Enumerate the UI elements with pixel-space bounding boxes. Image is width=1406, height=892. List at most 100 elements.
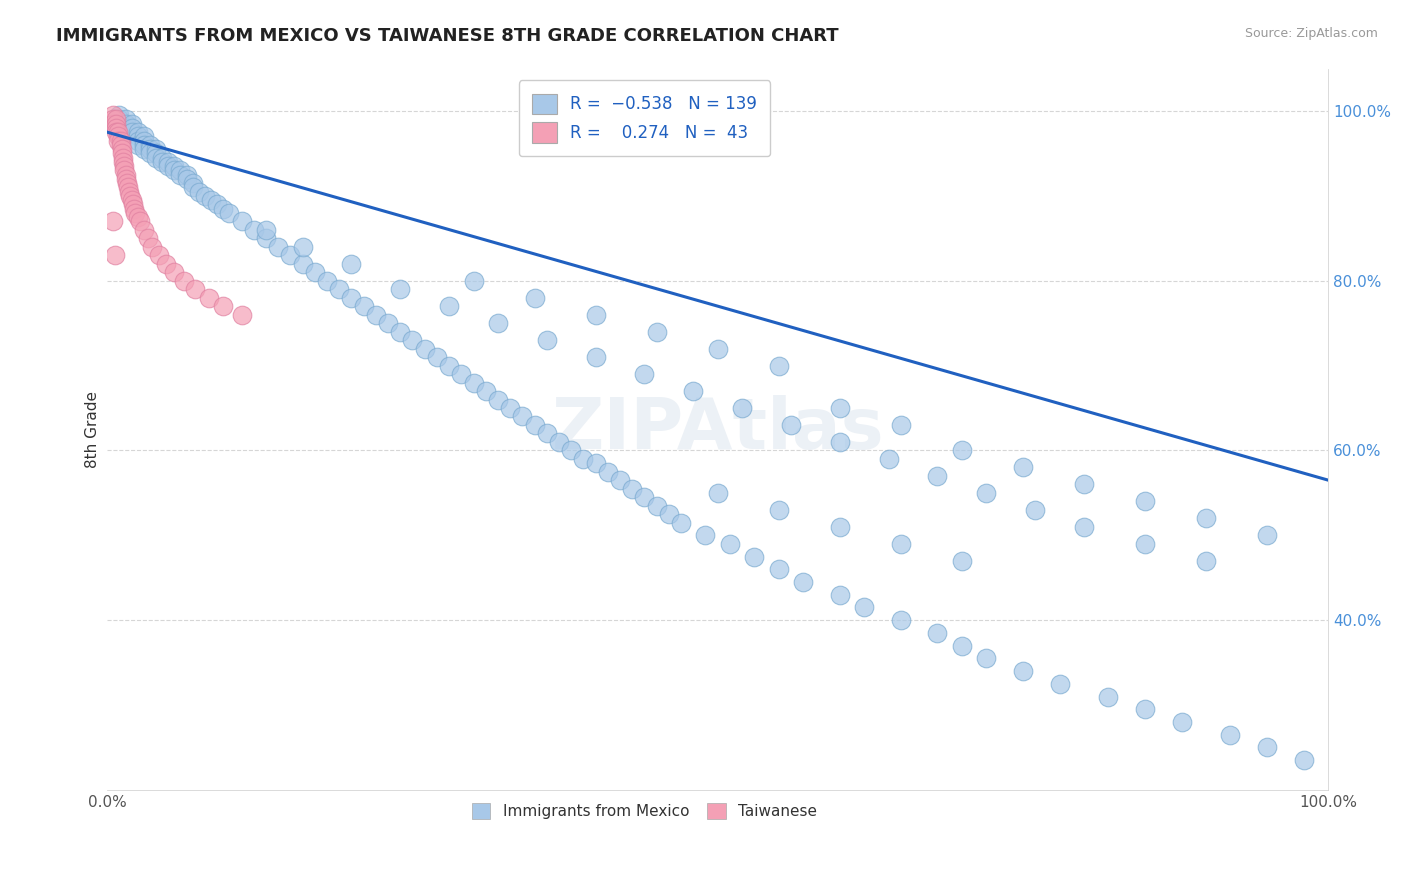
- Point: [176, 172, 198, 186]
- Point: [695, 528, 717, 542]
- Point: [890, 613, 912, 627]
- Point: [197, 291, 219, 305]
- Point: [633, 367, 655, 381]
- Point: [104, 112, 127, 127]
- Point: [111, 142, 134, 156]
- Point: [218, 206, 240, 220]
- Point: [112, 151, 135, 165]
- Point: [157, 154, 180, 169]
- Legend: Immigrants from Mexico, Taiwanese: Immigrants from Mexico, Taiwanese: [465, 797, 823, 826]
- Point: [1292, 753, 1315, 767]
- Point: [114, 168, 136, 182]
- Point: [121, 120, 143, 135]
- Point: [437, 299, 460, 313]
- Point: [316, 274, 339, 288]
- Point: [169, 168, 191, 182]
- Point: [139, 146, 162, 161]
- Point: [163, 265, 186, 279]
- Point: [122, 197, 145, 211]
- Point: [129, 214, 152, 228]
- Point: [645, 325, 668, 339]
- Point: [132, 134, 155, 148]
- Point: [463, 274, 485, 288]
- Point: [280, 248, 302, 262]
- Point: [853, 600, 876, 615]
- Point: [877, 451, 900, 466]
- Point: [181, 176, 204, 190]
- Point: [450, 367, 472, 381]
- Point: [136, 231, 159, 245]
- Point: [768, 503, 790, 517]
- Point: [645, 499, 668, 513]
- Point: [291, 240, 314, 254]
- Point: [828, 588, 851, 602]
- Point: [828, 401, 851, 415]
- Point: [1256, 528, 1278, 542]
- Point: [242, 223, 264, 237]
- Point: [768, 562, 790, 576]
- Point: [486, 392, 509, 407]
- Point: [572, 451, 595, 466]
- Point: [585, 350, 607, 364]
- Point: [212, 299, 235, 313]
- Point: [304, 265, 326, 279]
- Point: [150, 151, 173, 165]
- Point: [184, 282, 207, 296]
- Point: [828, 520, 851, 534]
- Point: [1195, 511, 1218, 525]
- Point: [212, 202, 235, 216]
- Point: [1012, 460, 1035, 475]
- Point: [560, 443, 582, 458]
- Point: [194, 189, 217, 203]
- Point: [145, 146, 167, 161]
- Point: [974, 486, 997, 500]
- Point: [389, 325, 412, 339]
- Point: [1024, 503, 1046, 517]
- Text: Source: ZipAtlas.com: Source: ZipAtlas.com: [1244, 27, 1378, 40]
- Point: [377, 316, 399, 330]
- Point: [1133, 702, 1156, 716]
- Point: [121, 193, 143, 207]
- Point: [536, 426, 558, 441]
- Point: [340, 291, 363, 305]
- Point: [108, 117, 131, 131]
- Point: [127, 134, 149, 148]
- Point: [267, 240, 290, 254]
- Point: [121, 117, 143, 131]
- Point: [890, 537, 912, 551]
- Point: [110, 137, 132, 152]
- Point: [254, 231, 277, 245]
- Point: [155, 257, 177, 271]
- Point: [145, 151, 167, 165]
- Point: [112, 159, 135, 173]
- Point: [548, 434, 571, 449]
- Point: [523, 417, 546, 432]
- Point: [148, 248, 170, 262]
- Point: [107, 125, 129, 139]
- Point: [121, 125, 143, 139]
- Point: [364, 308, 387, 322]
- Point: [114, 120, 136, 135]
- Point: [340, 257, 363, 271]
- Point: [114, 172, 136, 186]
- Point: [231, 308, 253, 322]
- Point: [122, 202, 145, 216]
- Point: [1170, 714, 1192, 729]
- Point: [112, 163, 135, 178]
- Point: [950, 443, 973, 458]
- Point: [103, 108, 125, 122]
- Point: [1073, 477, 1095, 491]
- Point: [169, 163, 191, 178]
- Point: [120, 189, 142, 203]
- Point: [585, 308, 607, 322]
- Point: [437, 359, 460, 373]
- Point: [718, 537, 741, 551]
- Point: [157, 159, 180, 173]
- Point: [132, 223, 155, 237]
- Point: [181, 180, 204, 194]
- Point: [176, 168, 198, 182]
- Point: [200, 193, 222, 207]
- Point: [780, 417, 803, 432]
- Point: [890, 417, 912, 432]
- Point: [108, 108, 131, 122]
